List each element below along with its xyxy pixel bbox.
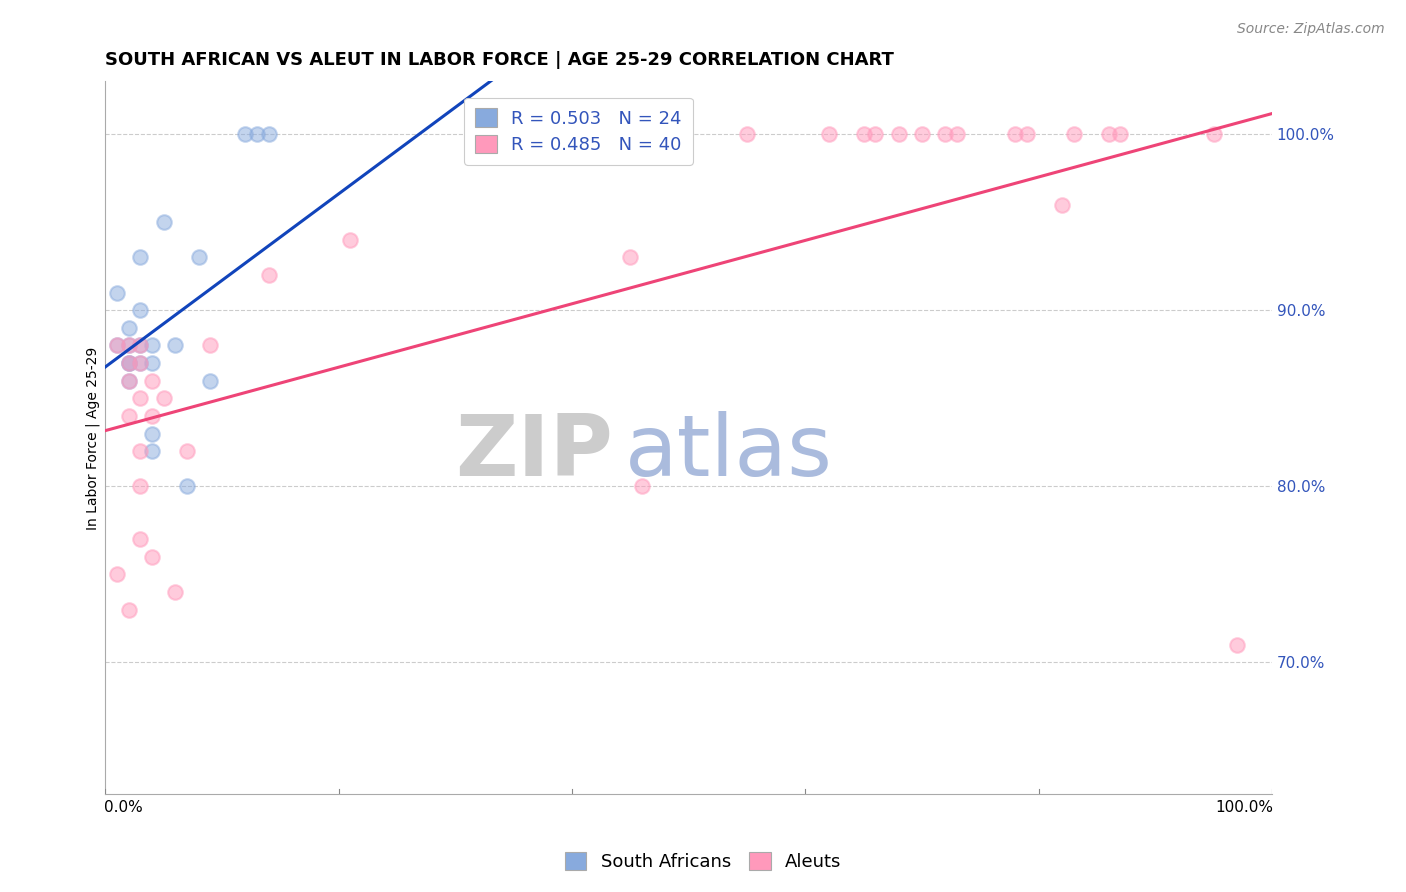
Point bbox=[619, 251, 641, 265]
Point bbox=[152, 215, 174, 229]
Point bbox=[257, 127, 280, 141]
Legend: South Africans, Aleuts: South Africans, Aleuts bbox=[557, 845, 849, 879]
Point bbox=[1050, 197, 1073, 211]
Point bbox=[817, 127, 839, 141]
Point bbox=[118, 602, 141, 616]
Point bbox=[233, 127, 256, 141]
Point bbox=[946, 127, 969, 141]
Point bbox=[257, 268, 280, 282]
Point bbox=[129, 338, 152, 352]
Point bbox=[129, 392, 152, 406]
Point bbox=[246, 127, 269, 141]
Point bbox=[129, 303, 152, 318]
Point bbox=[118, 374, 141, 388]
Point bbox=[1004, 127, 1026, 141]
Point bbox=[934, 127, 956, 141]
Point bbox=[105, 285, 128, 300]
Point bbox=[129, 356, 152, 370]
Point bbox=[1226, 638, 1249, 652]
Point bbox=[165, 585, 187, 599]
Point bbox=[141, 444, 163, 458]
Point bbox=[141, 338, 163, 352]
Point bbox=[200, 374, 222, 388]
Point bbox=[502, 127, 524, 141]
Point bbox=[141, 549, 163, 564]
Point bbox=[911, 127, 934, 141]
Point bbox=[105, 567, 128, 582]
Point bbox=[1063, 127, 1085, 141]
Point bbox=[165, 338, 187, 352]
Point bbox=[141, 409, 163, 423]
Point bbox=[1015, 127, 1038, 141]
Point bbox=[1097, 127, 1119, 141]
Point bbox=[865, 127, 887, 141]
Legend: R = 0.503   N = 24, R = 0.485   N = 40: R = 0.503 N = 24, R = 0.485 N = 40 bbox=[464, 97, 693, 165]
Text: 100.0%: 100.0% bbox=[1215, 800, 1272, 814]
Point bbox=[129, 338, 152, 352]
Point bbox=[118, 338, 141, 352]
Point bbox=[141, 426, 163, 441]
Point bbox=[118, 374, 141, 388]
Point bbox=[129, 444, 152, 458]
Point bbox=[187, 251, 209, 265]
Point bbox=[1109, 127, 1132, 141]
Point bbox=[141, 356, 163, 370]
Text: SOUTH AFRICAN VS ALEUT IN LABOR FORCE | AGE 25-29 CORRELATION CHART: SOUTH AFRICAN VS ALEUT IN LABOR FORCE | … bbox=[105, 51, 894, 69]
Point bbox=[129, 532, 152, 546]
Point bbox=[118, 321, 141, 335]
Text: Source: ZipAtlas.com: Source: ZipAtlas.com bbox=[1237, 22, 1385, 37]
Y-axis label: In Labor Force | Age 25-29: In Labor Force | Age 25-29 bbox=[86, 346, 100, 530]
Point bbox=[339, 233, 361, 247]
Point bbox=[105, 338, 128, 352]
Point bbox=[118, 338, 141, 352]
Point bbox=[631, 479, 654, 493]
Point bbox=[118, 356, 141, 370]
Text: 0.0%: 0.0% bbox=[104, 800, 143, 814]
Point bbox=[735, 127, 758, 141]
Point bbox=[887, 127, 910, 141]
Point bbox=[200, 338, 222, 352]
Point bbox=[152, 392, 174, 406]
Point bbox=[118, 409, 141, 423]
Point bbox=[1202, 127, 1225, 141]
Point bbox=[852, 127, 875, 141]
Point bbox=[105, 338, 128, 352]
Point bbox=[129, 479, 152, 493]
Point bbox=[176, 479, 198, 493]
Point bbox=[141, 374, 163, 388]
Point bbox=[118, 356, 141, 370]
Text: atlas: atlas bbox=[624, 410, 832, 493]
Point bbox=[129, 356, 152, 370]
Text: ZIP: ZIP bbox=[456, 410, 613, 493]
Point bbox=[129, 251, 152, 265]
Point bbox=[118, 356, 141, 370]
Point bbox=[176, 444, 198, 458]
